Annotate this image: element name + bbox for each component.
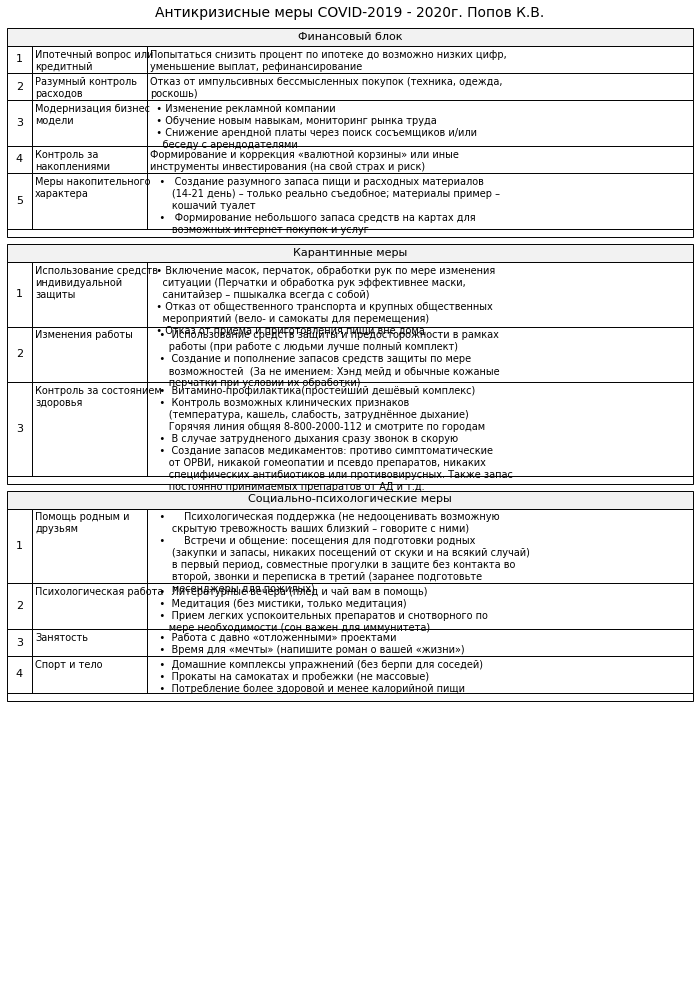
Text: 2: 2 — [16, 81, 23, 92]
Bar — [147, 583, 693, 629]
Bar — [7, 476, 693, 484]
Bar — [32, 100, 147, 146]
Bar — [147, 100, 693, 146]
Bar — [7, 28, 693, 46]
Text: 1: 1 — [16, 54, 23, 64]
Text: •   Создание разумного запаса пищи и расходных материалов
       (14-21 день) – : • Создание разумного запаса пищи и расхо… — [150, 177, 500, 235]
Bar — [7, 261, 32, 326]
Bar — [147, 46, 693, 73]
Text: 2: 2 — [16, 601, 23, 611]
Bar — [7, 73, 32, 100]
Bar — [147, 146, 693, 173]
Text: Использование средств
индивидуальной
защиты: Использование средств индивидуальной защ… — [35, 265, 158, 300]
Text: 1: 1 — [16, 541, 23, 551]
Bar — [147, 326, 693, 382]
Text: •  Использование средств защиты и предосторожности в рамках
      работы (при ра: • Использование средств защиты и предост… — [150, 330, 500, 389]
Bar — [7, 692, 693, 700]
Text: Социально-психологические меры: Социально-психологические меры — [248, 494, 452, 504]
Text: 1: 1 — [16, 289, 23, 299]
Text: Разумный контроль
расходов: Разумный контроль расходов — [35, 77, 137, 99]
Bar — [147, 656, 693, 692]
Bar — [32, 326, 147, 382]
Text: 5: 5 — [16, 196, 23, 206]
Bar — [7, 100, 32, 146]
Text: • Включение масок, перчаток, обработки рук по мере изменения
    ситуации (Перча: • Включение масок, перчаток, обработки р… — [150, 265, 496, 335]
Bar — [32, 382, 147, 476]
Bar — [7, 46, 32, 73]
Text: •  Работа с давно «отложенными» проектами
   •  Время для «мечты» (напишите рома: • Работа с давно «отложенными» проектами… — [150, 633, 465, 655]
Bar — [32, 508, 147, 583]
Bar — [32, 583, 147, 629]
Bar — [147, 173, 693, 228]
Bar — [32, 629, 147, 656]
Bar — [32, 73, 147, 100]
Bar — [7, 583, 32, 629]
Text: Изменения работы: Изменения работы — [35, 330, 133, 340]
Text: 3: 3 — [16, 118, 23, 128]
Text: Занятость: Занятость — [35, 633, 88, 643]
Bar — [7, 629, 32, 656]
Bar — [7, 491, 693, 508]
Text: Спорт и тело: Спорт и тело — [35, 660, 102, 670]
Bar — [147, 382, 693, 476]
Text: 4: 4 — [16, 154, 23, 164]
Text: Помощь родным и
друзьям: Помощь родным и друзьям — [35, 512, 130, 534]
Bar — [7, 146, 32, 173]
Text: Меры накопительного
характера: Меры накопительного характера — [35, 177, 150, 199]
Text: •  Литературные вечера (плед и чай вам в помощь)
   •  Медитация (без мистики, т: • Литературные вечера (плед и чай вам в … — [150, 587, 488, 633]
Text: •      Психологическая поддержка (не недооценивать возможную
       скрытую трев: • Психологическая поддержка (не недооцен… — [150, 512, 530, 594]
Text: 4: 4 — [16, 670, 23, 679]
Text: Модернизация бизнес
модели: Модернизация бизнес модели — [35, 104, 150, 126]
Bar — [32, 146, 147, 173]
Text: Контроль за состоянием
здоровья: Контроль за состоянием здоровья — [35, 386, 162, 408]
Bar — [32, 261, 147, 326]
Bar — [7, 656, 32, 692]
Bar — [147, 629, 693, 656]
Text: • Изменение рекламной компании
  • Обучение новым навыкам, мониторинг рынка труд: • Изменение рекламной компании • Обучени… — [150, 104, 477, 150]
Text: Ипотечный вопрос или
кредитный: Ипотечный вопрос или кредитный — [35, 50, 153, 72]
Bar — [32, 656, 147, 692]
Text: •  Домашние комплексы упражнений (без берпи для соседей)
   •  Прокаты на самока: • Домашние комплексы упражнений (без бер… — [150, 660, 483, 694]
Text: Отказ от импульсивных бессмысленных покупок (техника, одежда,
роскошь): Отказ от импульсивных бессмысленных поку… — [150, 77, 503, 99]
Bar — [7, 243, 693, 261]
Text: Финансовый блок: Финансовый блок — [298, 32, 402, 42]
Text: Карантинные меры: Карантинные меры — [293, 247, 407, 257]
Bar — [7, 382, 32, 476]
Text: 2: 2 — [16, 349, 23, 359]
Bar — [147, 508, 693, 583]
Bar — [7, 508, 32, 583]
Bar — [147, 73, 693, 100]
Bar — [7, 173, 32, 228]
Bar — [32, 46, 147, 73]
Bar — [147, 261, 693, 326]
Text: Формирование и коррекция «валютной корзины» или иные
инструменты инвестирования : Формирование и коррекция «валютной корзи… — [150, 150, 459, 172]
Bar — [32, 173, 147, 228]
Bar — [7, 228, 693, 236]
Text: Контроль за
накоплениями: Контроль за накоплениями — [35, 150, 110, 172]
Text: •  Витамино-профилактика(простейший дешёвый комплекс)
   •  Контроль возможных к: • Витамино-профилактика(простейший дешёв… — [150, 386, 513, 493]
Text: Психологическая работа: Психологическая работа — [35, 587, 163, 597]
Text: Антикризисные меры COVID-2019 - 2020г. Попов К.В.: Антикризисные меры COVID-2019 - 2020г. П… — [155, 6, 545, 20]
Bar — [7, 326, 32, 382]
Text: 3: 3 — [16, 638, 23, 648]
Text: Попытаться снизить процент по ипотеке до возможно низких цифр,
уменьшение выплат: Попытаться снизить процент по ипотеке до… — [150, 50, 507, 72]
Text: 3: 3 — [16, 423, 23, 434]
